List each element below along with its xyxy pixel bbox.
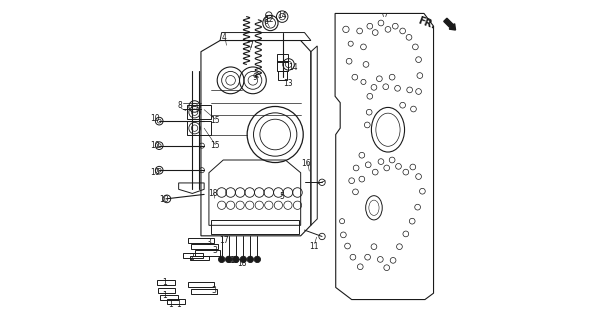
Text: 10: 10	[150, 114, 160, 123]
Text: 3: 3	[213, 246, 218, 255]
Text: 10: 10	[150, 168, 160, 177]
Bar	[186, 105, 211, 119]
Bar	[188, 238, 214, 243]
Bar	[157, 280, 175, 285]
Text: 13: 13	[283, 79, 293, 88]
Text: 18: 18	[208, 189, 218, 198]
Text: 9: 9	[253, 73, 258, 82]
Circle shape	[247, 256, 253, 263]
Text: 10: 10	[159, 195, 169, 204]
Text: 15: 15	[210, 141, 219, 150]
Text: 10: 10	[150, 141, 160, 150]
Text: 15: 15	[210, 116, 219, 125]
Text: 2: 2	[190, 253, 195, 262]
Circle shape	[233, 256, 239, 263]
Bar	[158, 288, 175, 293]
Text: 4: 4	[222, 33, 227, 42]
Text: 6: 6	[264, 17, 269, 26]
Text: 5: 5	[280, 192, 284, 201]
Text: 16: 16	[226, 256, 236, 265]
FancyArrow shape	[444, 18, 456, 30]
Text: 7: 7	[248, 41, 253, 50]
Bar	[191, 244, 217, 249]
Text: 8: 8	[177, 101, 182, 110]
Circle shape	[225, 256, 232, 263]
Text: 1: 1	[162, 291, 167, 300]
Text: 3: 3	[211, 286, 216, 295]
Text: 1: 1	[162, 278, 167, 287]
Bar	[167, 299, 185, 304]
Text: 14: 14	[289, 63, 298, 72]
Text: 12: 12	[264, 15, 273, 24]
Bar	[211, 220, 299, 234]
Bar	[278, 71, 287, 80]
Circle shape	[254, 256, 261, 263]
Text: 17: 17	[219, 236, 229, 245]
Bar	[186, 121, 211, 135]
Text: 1: 1	[176, 300, 181, 308]
Bar	[191, 289, 217, 294]
Bar	[188, 282, 214, 287]
Text: 18: 18	[238, 259, 247, 268]
Bar	[160, 295, 178, 300]
Bar	[276, 61, 288, 71]
Text: 1: 1	[168, 300, 173, 308]
Bar	[183, 253, 203, 258]
Text: 18: 18	[229, 256, 239, 265]
Bar	[195, 251, 220, 256]
Text: 16: 16	[301, 159, 311, 168]
Text: 14: 14	[276, 11, 286, 20]
Text: FR.: FR.	[416, 15, 437, 31]
Bar	[278, 54, 287, 62]
Text: 3: 3	[206, 238, 211, 247]
Circle shape	[240, 256, 247, 263]
Text: 11: 11	[309, 242, 319, 251]
Bar	[190, 256, 209, 260]
Circle shape	[219, 256, 225, 263]
